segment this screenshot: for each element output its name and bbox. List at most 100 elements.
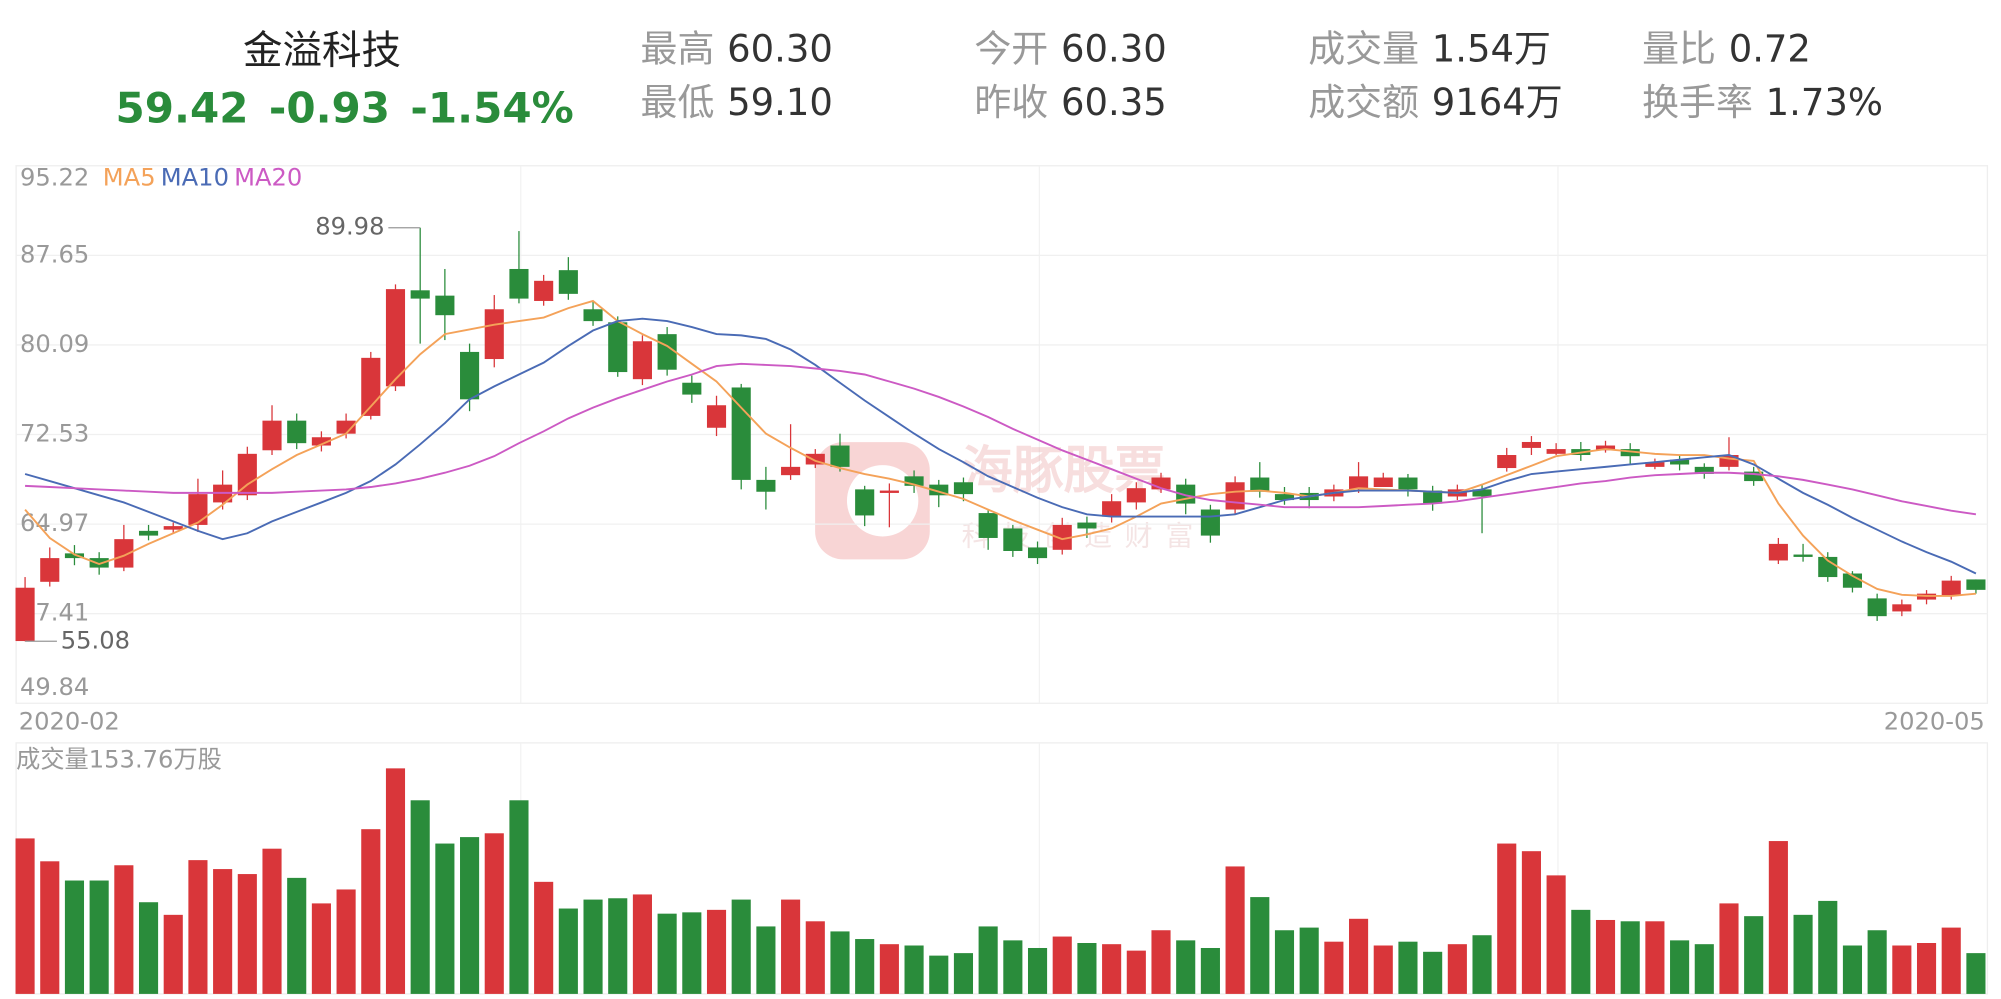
candle-body bbox=[163, 526, 183, 530]
volume-bar bbox=[904, 945, 924, 994]
candle-body bbox=[262, 420, 282, 451]
price: 59.42 bbox=[116, 83, 249, 132]
max-label: 89.98 bbox=[315, 213, 384, 241]
volume-bar bbox=[534, 881, 554, 994]
candle-body bbox=[830, 445, 850, 467]
volume-bar bbox=[731, 899, 751, 994]
volume-bar bbox=[1867, 930, 1887, 994]
volume-bar bbox=[15, 838, 35, 994]
candle-body bbox=[509, 268, 529, 299]
candle-body bbox=[237, 453, 257, 496]
candle-body bbox=[15, 587, 35, 642]
candle-body bbox=[1620, 449, 1640, 457]
volume-bar bbox=[632, 894, 652, 994]
candle-body bbox=[608, 322, 628, 373]
volume-bar bbox=[138, 902, 159, 994]
candle-body bbox=[1497, 455, 1517, 469]
ma-line bbox=[25, 362, 1977, 516]
candle-body bbox=[1472, 489, 1492, 497]
stat-value: 9164万 bbox=[1432, 81, 1563, 124]
volume-bar bbox=[1447, 944, 1467, 994]
volume-bar bbox=[460, 837, 480, 994]
candle-body bbox=[1966, 579, 1986, 590]
volume-bar bbox=[311, 903, 331, 994]
volume-bar bbox=[1744, 916, 1764, 994]
candle-body bbox=[484, 309, 504, 360]
candle-body bbox=[410, 290, 430, 299]
volume-bar bbox=[1126, 950, 1146, 994]
candle-body bbox=[138, 530, 159, 536]
candle-body bbox=[756, 479, 776, 492]
stat-value: 1.54万 bbox=[1432, 27, 1551, 70]
candle-body bbox=[558, 270, 578, 294]
candle-body bbox=[311, 437, 331, 446]
ma-line bbox=[24, 317, 1977, 575]
y-tick-label: 72.53 bbox=[20, 420, 89, 448]
volume-bar bbox=[805, 921, 825, 994]
candle-body bbox=[1768, 543, 1788, 561]
candle-body bbox=[1546, 449, 1566, 454]
candle-body bbox=[781, 466, 801, 476]
price-change: -0.93 bbox=[269, 83, 390, 132]
volume-bar bbox=[1225, 866, 1245, 994]
volume-bar bbox=[262, 848, 282, 994]
volume-bar bbox=[1027, 947, 1048, 994]
volume-bar bbox=[1274, 930, 1295, 994]
candle-body bbox=[1941, 580, 1961, 597]
volume-bar bbox=[682, 912, 702, 994]
stat-label: 最低 bbox=[641, 81, 715, 124]
volume-bar bbox=[929, 955, 949, 994]
candle-body bbox=[1793, 554, 1813, 557]
candle-body bbox=[1521, 441, 1541, 448]
volume-bar bbox=[509, 800, 529, 994]
volume-bar bbox=[756, 926, 776, 994]
candle-body bbox=[1867, 598, 1887, 617]
candle-body bbox=[879, 490, 899, 493]
volume-bar bbox=[385, 768, 406, 994]
candle-body bbox=[1373, 477, 1393, 488]
volume-bar bbox=[1694, 944, 1714, 994]
volume-bar bbox=[706, 909, 727, 994]
volume-bar bbox=[1472, 935, 1492, 994]
candle-body bbox=[1670, 459, 1690, 465]
volume-bar bbox=[1102, 944, 1122, 994]
candle-body bbox=[188, 494, 208, 525]
candle-body bbox=[1274, 494, 1295, 501]
stat-value: 0.72 bbox=[1729, 27, 1811, 70]
volume-bar bbox=[1423, 951, 1443, 994]
stat-label: 最高 bbox=[641, 27, 715, 70]
volume-bar bbox=[336, 889, 356, 994]
volume-bar bbox=[558, 908, 578, 994]
candle-body bbox=[855, 489, 875, 516]
candle-body bbox=[1398, 477, 1418, 490]
volume-bar bbox=[435, 843, 455, 994]
volume-bar bbox=[1768, 841, 1788, 994]
stat-label: 今开 bbox=[974, 27, 1048, 70]
volume-bar bbox=[1521, 851, 1541, 994]
candle-body bbox=[385, 289, 406, 387]
candle-body bbox=[460, 351, 480, 400]
volume-bar bbox=[978, 926, 998, 994]
candle-body bbox=[731, 387, 751, 480]
volume-bar bbox=[1052, 936, 1072, 994]
stock-name: 金溢科技 bbox=[243, 28, 401, 74]
candle-body bbox=[1126, 488, 1146, 503]
volume-bar bbox=[1349, 918, 1369, 994]
x-tick-label: 2020-05 bbox=[1884, 707, 1985, 735]
volume-bar bbox=[1571, 909, 1591, 994]
y-tick-label: 80.09 bbox=[20, 330, 89, 358]
volume-bar bbox=[953, 953, 974, 994]
candle-body bbox=[1349, 476, 1369, 490]
legend-entry: MA10 bbox=[161, 163, 229, 191]
stat-label: 成交额 bbox=[1308, 81, 1419, 124]
volume-bar bbox=[64, 880, 85, 994]
y-tick-label: 87.65 bbox=[20, 240, 89, 268]
volume-bar bbox=[410, 800, 430, 994]
candle-body bbox=[1842, 573, 1863, 588]
stat-value: 60.35 bbox=[1061, 81, 1167, 124]
volume-bar bbox=[1620, 921, 1640, 994]
candle-body bbox=[1003, 528, 1023, 551]
candle-body bbox=[1719, 455, 1739, 467]
volume-bar bbox=[1818, 900, 1838, 994]
stat-label: 成交量 bbox=[1308, 27, 1419, 70]
